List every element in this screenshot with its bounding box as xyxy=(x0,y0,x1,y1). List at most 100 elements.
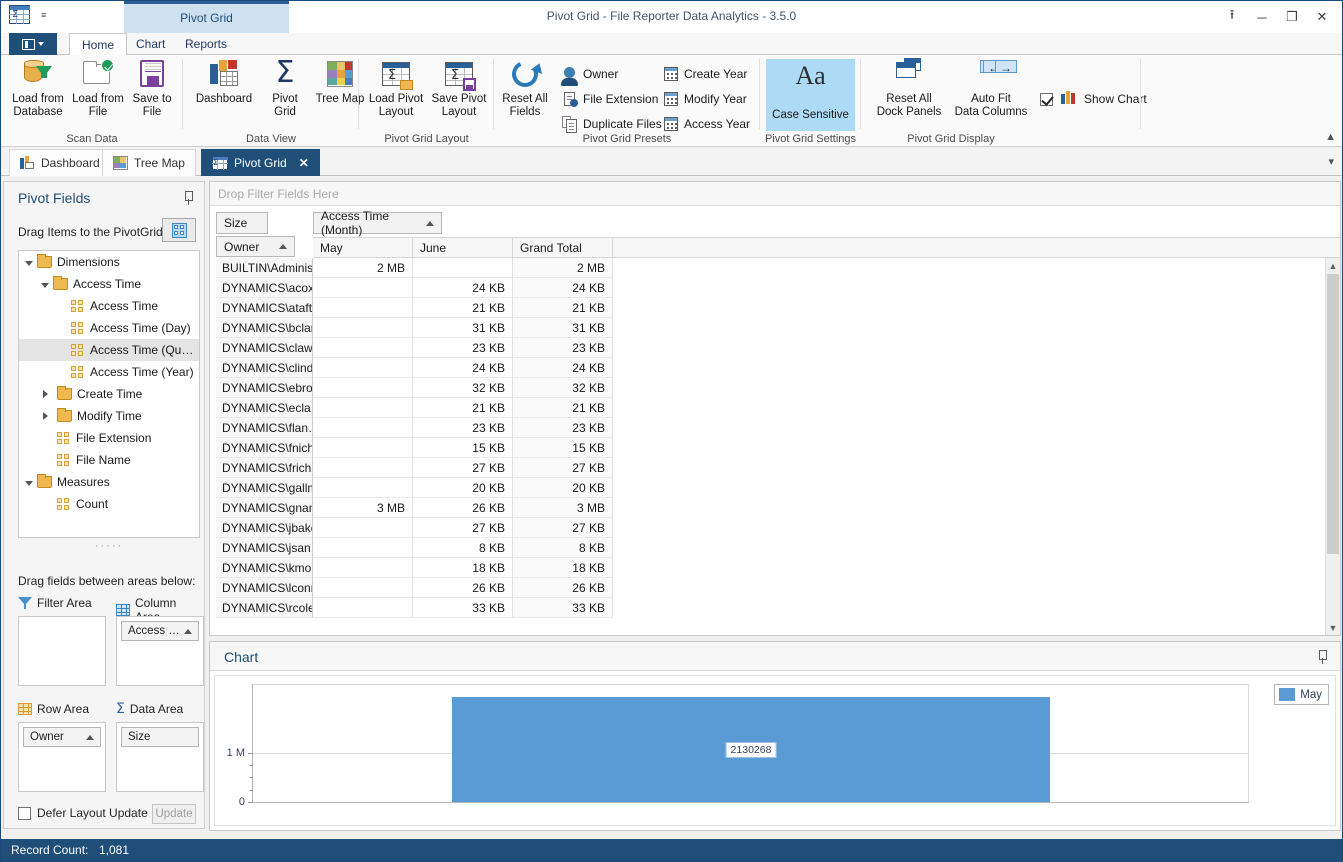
defer-layout-update-checkbox[interactable]: Defer Layout Update xyxy=(18,806,148,820)
cell-grand-total[interactable]: 32 KB xyxy=(513,378,613,398)
reset-all-fields-button[interactable]: Reset All Fields xyxy=(498,57,552,119)
cell-grand-total[interactable]: 21 KB xyxy=(513,398,613,418)
cell-grand-total[interactable]: 31 KB xyxy=(513,318,613,338)
row-header-cell[interactable]: BUILTIN\Adminis… xyxy=(216,258,313,278)
table-row[interactable]: DYNAMICS\flan… 23 KB 23 KB xyxy=(210,418,1340,438)
expand-arrow-icon[interactable] xyxy=(25,481,33,486)
cell-june[interactable] xyxy=(413,258,513,278)
data-area-field-size[interactable]: Size xyxy=(121,727,199,747)
cell-grand-total[interactable]: 26 KB xyxy=(513,578,613,598)
cell-may[interactable] xyxy=(313,598,413,618)
pivot-grid-body[interactable]: BUILTIN\Adminis…2 MB2 MBDYNAMICS\acox24 … xyxy=(210,258,1340,635)
cell-june[interactable]: 20 KB xyxy=(413,478,513,498)
cell-may[interactable] xyxy=(313,558,413,578)
cell-june[interactable]: 23 KB xyxy=(413,338,513,358)
cell-june[interactable]: 26 KB xyxy=(413,498,513,518)
filter-drop-zone[interactable]: Drop Filter Fields Here xyxy=(210,182,1340,206)
cell-grand-total[interactable]: 27 KB xyxy=(513,458,613,478)
tree-node-modify-time-folder[interactable]: Modify Time xyxy=(19,405,199,427)
load-from-file-button[interactable]: Load from File xyxy=(71,58,125,119)
cell-june[interactable]: 31 KB xyxy=(413,318,513,338)
tree-node-access-time-quarter[interactable]: Access Time (Qu… xyxy=(19,339,199,361)
row-header-cell[interactable]: DYNAMICS\jsan… xyxy=(216,538,313,558)
column-field-header-access-time-month[interactable]: Access Time (Month) xyxy=(313,209,442,237)
qat-dropdown-icon[interactable]: ≡ xyxy=(41,10,47,20)
column-header-june[interactable]: June xyxy=(413,237,513,258)
preset-owner-button[interactable]: Owner xyxy=(558,63,621,86)
data-field-header-size[interactable]: Size xyxy=(216,212,268,234)
table-row[interactable]: DYNAMICS\bclark 31 KB 31 KB xyxy=(210,318,1340,338)
tree-node-file-name[interactable]: File Name xyxy=(19,449,199,471)
row-area-field-owner[interactable]: Owner xyxy=(23,727,101,747)
row-header-cell[interactable]: DYNAMICS\flan… xyxy=(216,418,313,438)
sort-ascending-icon[interactable] xyxy=(426,220,434,226)
cell-june[interactable]: 32 KB xyxy=(413,378,513,398)
row-header-cell[interactable]: DYNAMICS\frich… xyxy=(216,458,313,478)
cell-may[interactable] xyxy=(313,398,413,418)
tree-node-access-time-folder[interactable]: Access Time xyxy=(19,273,199,295)
sort-ascending-icon[interactable] xyxy=(279,244,287,249)
expand-arrow-icon[interactable] xyxy=(41,283,49,288)
cell-may[interactable] xyxy=(313,578,413,598)
table-row[interactable]: DYNAMICS\jsan… 8 KB 8 KB xyxy=(210,538,1340,558)
panel-splitter[interactable]: ····· xyxy=(94,540,124,552)
cell-may[interactable] xyxy=(313,478,413,498)
cell-grand-total[interactable]: 18 KB xyxy=(513,558,613,578)
collapse-arrow-icon[interactable] xyxy=(43,412,48,420)
cell-june[interactable]: 24 KB xyxy=(413,278,513,298)
doc-tab-tree-map[interactable]: Tree Map xyxy=(102,149,196,176)
cell-may[interactable]: 3 MB xyxy=(313,498,413,518)
sort-ascending-icon[interactable] xyxy=(184,628,192,634)
vertical-scrollbar[interactable]: ▲ ▼ xyxy=(1325,258,1340,635)
pin-icon[interactable] xyxy=(182,191,194,205)
cell-grand-total[interactable]: 24 KB xyxy=(513,278,613,298)
scrollbar-thumb[interactable] xyxy=(1327,274,1339,554)
tree-node-access-time[interactable]: Access Time xyxy=(19,295,199,317)
row-header-cell[interactable]: DYNAMICS\clindley xyxy=(216,358,313,378)
cell-grand-total[interactable]: 23 KB xyxy=(513,418,613,438)
tree-map-button[interactable]: Tree Map xyxy=(309,58,371,106)
chevron-down-icon[interactable]: ▾ xyxy=(1328,156,1334,168)
cell-grand-total[interactable]: 3 MB xyxy=(513,498,613,518)
row-header-cell[interactable]: DYNAMICS\kmor… xyxy=(216,558,313,578)
update-button[interactable]: Update xyxy=(152,804,196,824)
ribbon-display-options-icon[interactable]: ⭱ xyxy=(1229,7,1235,22)
close-icon[interactable]: ✕ xyxy=(298,156,309,170)
table-row[interactable]: DYNAMICS\ecla… 21 KB 21 KB xyxy=(210,398,1340,418)
scroll-up-arrow-icon[interactable]: ▲ xyxy=(1326,258,1340,273)
data-area-dropzone[interactable]: Size xyxy=(116,722,204,792)
tab-chart[interactable]: Chart xyxy=(136,37,166,51)
scroll-down-arrow-icon[interactable]: ▼ xyxy=(1326,620,1340,635)
tree-node-file-extension[interactable]: File Extension xyxy=(19,427,199,449)
doc-tab-dashboard[interactable]: Dashboard xyxy=(9,149,111,176)
collapse-arrow-icon[interactable] xyxy=(43,390,48,398)
cell-june[interactable]: 26 KB xyxy=(413,578,513,598)
cell-may[interactable] xyxy=(313,278,413,298)
row-area-dropzone[interactable]: Owner xyxy=(18,722,106,792)
row-header-cell[interactable]: DYNAMICS\gallman xyxy=(216,478,313,498)
cell-grand-total[interactable]: 24 KB xyxy=(513,358,613,378)
preset-create-year-button[interactable]: Create Year xyxy=(659,63,750,85)
tab-home[interactable]: Home xyxy=(69,33,128,56)
cell-may[interactable] xyxy=(313,438,413,458)
expand-arrow-icon[interactable] xyxy=(25,261,33,266)
cell-grand-total[interactable]: 15 KB xyxy=(513,438,613,458)
preset-file-extension-button[interactable]: File Extension xyxy=(558,88,661,110)
pin-icon[interactable] xyxy=(1316,650,1328,663)
cell-may[interactable] xyxy=(313,338,413,358)
cell-june[interactable]: 24 KB xyxy=(413,358,513,378)
row-header-cell[interactable]: DYNAMICS\jbaker xyxy=(216,518,313,538)
load-pivot-layout-button[interactable]: Σ Load Pivot Layout xyxy=(365,58,427,119)
cell-may[interactable] xyxy=(313,378,413,398)
preset-access-year-button[interactable]: Access Year xyxy=(659,113,753,135)
tab-reports[interactable]: Reports xyxy=(185,37,228,51)
minimize-button[interactable]: ─ xyxy=(1257,9,1267,25)
table-row[interactable]: DYNAMICS\ataft 21 KB 21 KB xyxy=(210,298,1340,318)
dashboard-button[interactable]: Dashboard xyxy=(189,58,259,106)
